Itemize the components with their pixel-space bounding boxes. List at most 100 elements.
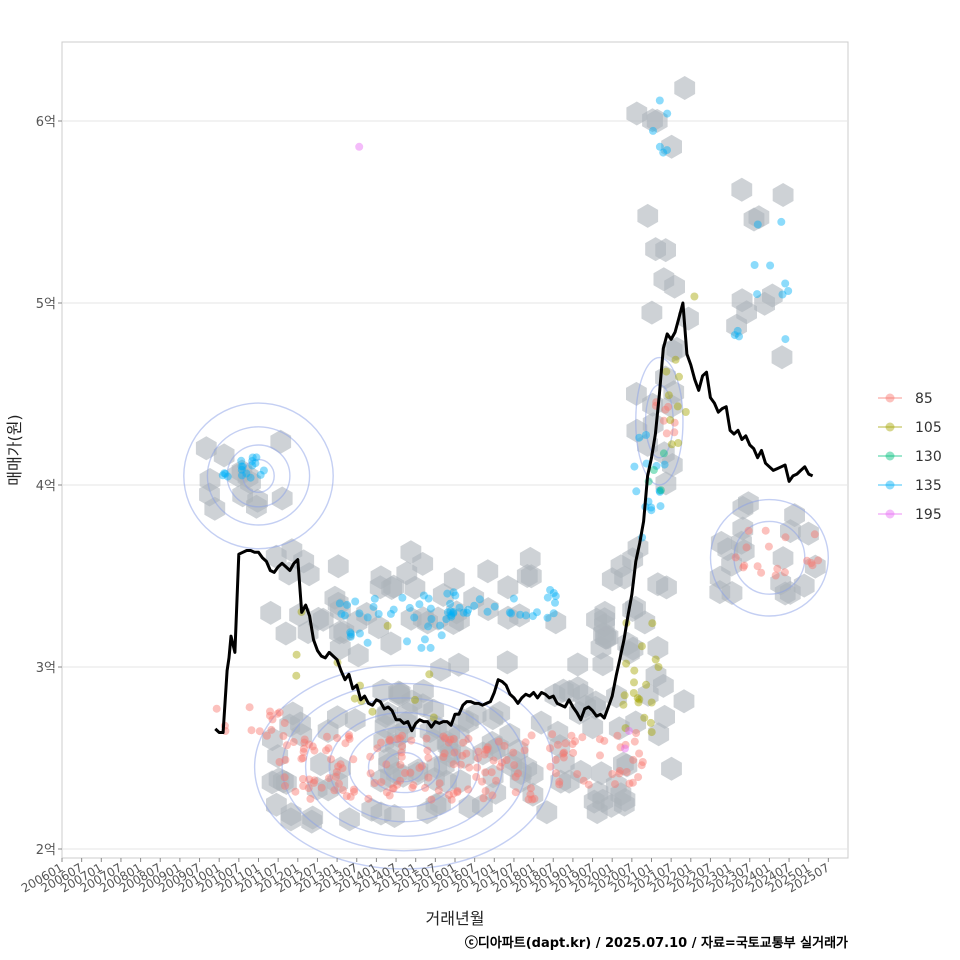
scatter-point — [443, 608, 452, 617]
scatter-point — [304, 784, 313, 793]
scatter-point — [346, 628, 355, 637]
hexbin-cell — [430, 791, 451, 816]
y-tick-label: 4억 — [36, 479, 56, 494]
scatter-point — [646, 718, 655, 727]
scatter-point — [648, 619, 657, 628]
hexbin-cell — [477, 559, 499, 584]
hexbin-cell — [798, 521, 819, 546]
scatter-point — [280, 719, 289, 727]
scatter-point — [810, 530, 819, 539]
density-contour — [383, 751, 425, 783]
scatter-point — [415, 600, 424, 609]
scatter-point — [780, 568, 789, 577]
scatter-point — [464, 734, 473, 743]
scatter-point — [310, 746, 319, 755]
hexbin-cell — [608, 716, 630, 741]
scatter-point — [252, 453, 261, 462]
scatter-point — [373, 744, 382, 753]
scatter-point — [663, 146, 671, 155]
hexbin-cell — [645, 237, 666, 262]
scatter-point — [579, 776, 588, 785]
scatter-point — [246, 473, 255, 482]
scatter-point — [753, 562, 762, 571]
scatter-point — [238, 462, 247, 471]
hexbin-cell — [519, 546, 541, 571]
hexbin-cell — [647, 572, 669, 597]
scatter-point — [652, 461, 661, 470]
scatter-point — [560, 748, 568, 757]
scatter-point — [351, 597, 360, 606]
scatter-point — [640, 713, 649, 722]
scatter-point — [480, 750, 489, 759]
hexbin-cell — [260, 600, 282, 625]
y-tick-label: 2억 — [36, 843, 56, 858]
scatter-point — [426, 643, 435, 652]
scatter-point — [555, 780, 564, 789]
scatter-point — [507, 609, 516, 618]
hexbin-cell — [497, 605, 519, 630]
x-axis-title: 거래년월 — [426, 909, 485, 928]
scatter-point — [420, 635, 429, 644]
scatter-point — [256, 470, 265, 479]
hexbin-cell — [298, 562, 320, 587]
scatter-point — [343, 600, 351, 609]
hexbin-cell — [404, 575, 426, 600]
scatter-point — [549, 609, 558, 618]
scatter-point — [526, 790, 535, 799]
scatter-point — [651, 655, 660, 664]
scatter-point — [483, 745, 492, 754]
scatter-point — [396, 776, 405, 785]
scatter-point — [439, 753, 448, 761]
hexbin-cell — [423, 698, 445, 723]
scatter-point — [530, 794, 539, 803]
scatter-point — [533, 608, 541, 617]
scatter-point — [273, 709, 282, 718]
scatter-point — [291, 787, 300, 796]
scatter-point — [546, 762, 555, 771]
hexbin-cell — [662, 453, 683, 477]
scatter-point — [429, 713, 438, 722]
scatter-point — [733, 326, 742, 335]
scatter-point — [520, 746, 529, 755]
scatter-point — [309, 778, 318, 787]
scatter-point — [781, 533, 790, 542]
scatter-point — [259, 466, 268, 475]
hexbin-cell — [317, 719, 339, 743]
scatter-point — [453, 787, 462, 796]
scatter-point — [345, 734, 354, 743]
scatter-point — [299, 775, 307, 783]
hexbin-cell — [199, 468, 221, 492]
scatter-point — [625, 779, 634, 788]
caption: ⓒ디아파트(dapt.kr) / 2025.07.10 / 자료=국토교통부 실… — [465, 935, 848, 951]
scatter-point — [310, 776, 319, 785]
scatter-point — [552, 769, 560, 778]
scatter-point — [784, 287, 793, 295]
scatter-point — [634, 698, 643, 707]
scatter-point — [773, 564, 782, 573]
scatter-point — [255, 727, 264, 736]
scatter-point — [445, 791, 453, 799]
scatter-point — [342, 792, 351, 801]
scatter-point — [347, 630, 356, 639]
scatter-point — [573, 770, 582, 779]
hexbin-cell — [567, 652, 589, 677]
scatter-point — [456, 760, 465, 769]
scatter-point — [462, 749, 471, 758]
scatter-point — [753, 220, 762, 229]
hexbin-cell — [195, 436, 217, 461]
scatter-point — [509, 594, 518, 603]
hexbin-cell — [389, 683, 410, 707]
density-contour — [348, 726, 460, 808]
scatter-point — [616, 743, 625, 752]
scatter-point — [667, 440, 676, 449]
hexbin-cell — [748, 205, 770, 230]
scatter-point — [383, 621, 392, 630]
scatter-point — [446, 599, 455, 608]
y-tick-label: 5억 — [36, 297, 56, 312]
scatter-point — [744, 526, 753, 535]
scatter-point — [521, 611, 530, 620]
scatter-point — [410, 613, 419, 622]
scatter-point — [463, 608, 472, 617]
scatter-point — [475, 595, 484, 604]
